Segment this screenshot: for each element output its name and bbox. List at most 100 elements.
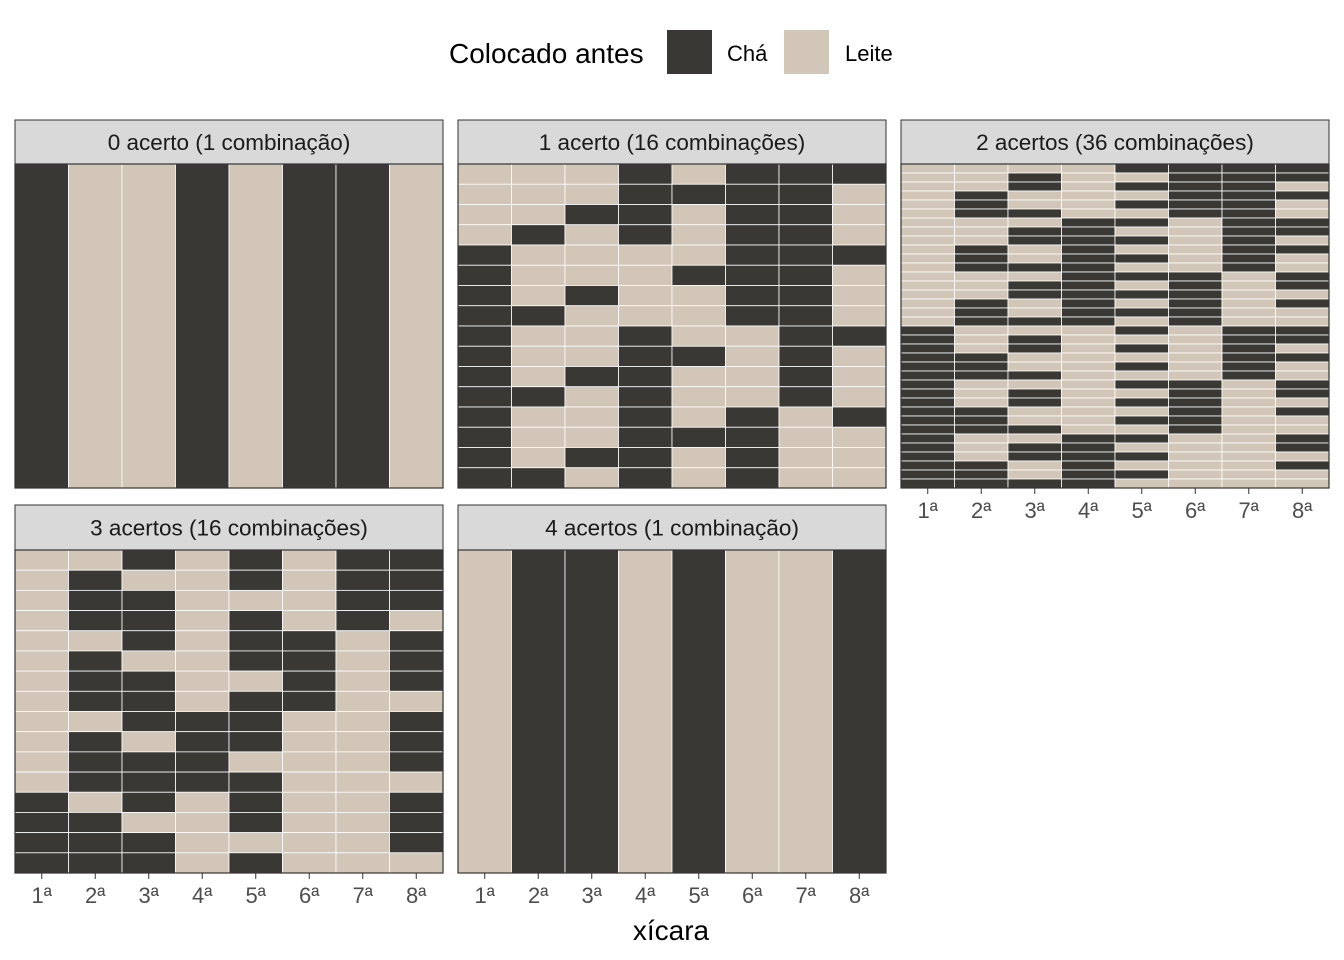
tile [1114,433,1169,444]
tile [725,549,780,874]
tile [1168,415,1223,426]
x-tick-label: 8ª [849,883,870,908]
tile [954,334,1009,345]
tile [1114,451,1169,462]
tile [1275,307,1330,318]
tile [1168,316,1223,327]
tile [282,610,337,632]
facet-strip-label: 3 acertos (16 combinações) [90,516,368,541]
tile [175,589,230,611]
tile [778,426,833,448]
tile [1061,244,1116,255]
tile [14,690,69,712]
tile [1114,352,1169,363]
tile [1007,442,1062,453]
tile [1061,370,1116,381]
tile [671,447,726,469]
tile [457,366,512,388]
tile [832,183,887,205]
tile [1114,307,1169,318]
tile [1221,172,1276,183]
tile [900,217,955,228]
tile [335,832,390,854]
tile [1061,343,1116,354]
tile [1061,217,1116,228]
tile [1221,478,1276,489]
tile [1061,307,1116,318]
tile [954,199,1009,210]
facet-panel: 4 acertos (1 combinação) 1ª 2ª 3ª 4ª 5ª 6ª 7ª 8ª [457,504,887,908]
tile [457,386,512,408]
tile [1007,361,1062,372]
tile [564,163,619,185]
tile [671,386,726,408]
tile [778,264,833,286]
tile [954,361,1009,372]
tile [228,549,283,571]
tile [1007,280,1062,291]
tile [900,199,955,210]
tile [457,426,512,448]
tile [1221,271,1276,282]
tile [1168,406,1223,417]
tile [175,731,230,753]
tile [1275,163,1330,174]
tile [725,163,780,185]
tile [671,366,726,388]
tile [1061,280,1116,291]
tile [778,305,833,327]
tile [1168,235,1223,246]
tile [1061,379,1116,390]
tile [671,325,726,347]
tile [1114,226,1169,237]
tile [1007,352,1062,363]
tile [335,569,390,591]
tile [900,469,955,480]
facet-strip [14,119,444,165]
tile [900,424,955,435]
tile [1114,217,1169,228]
tile [1007,451,1062,462]
tile [457,163,512,185]
tile [1168,397,1223,408]
tile [1168,208,1223,219]
tile [618,285,673,307]
tile [725,264,780,286]
tile [68,852,123,874]
tile [1221,217,1276,228]
tile [228,711,283,733]
tile [121,791,176,813]
tile [832,244,887,266]
x-tick-label: 6ª [742,883,763,908]
tile [1007,370,1062,381]
tile [1221,379,1276,390]
tile [671,305,726,327]
tile [68,731,123,753]
panel-border [14,163,444,489]
tile [68,690,123,712]
tile [228,852,283,874]
tile [121,670,176,692]
tile [1275,343,1330,354]
tile [954,226,1009,237]
tile [832,366,887,388]
tile [1114,379,1169,390]
tile [1275,406,1330,417]
tile [1114,424,1169,435]
tile [900,397,955,408]
tile [1275,397,1330,408]
tile [900,316,955,327]
tile [511,406,566,428]
tile [511,224,566,246]
tile [1275,370,1330,381]
tile [1221,451,1276,462]
tile [14,589,69,611]
tile [511,467,566,489]
tile [68,832,123,854]
tile [564,305,619,327]
tile [175,610,230,632]
tile [389,630,444,652]
tile [1114,289,1169,300]
tile [1221,415,1276,426]
tile [1275,244,1330,255]
